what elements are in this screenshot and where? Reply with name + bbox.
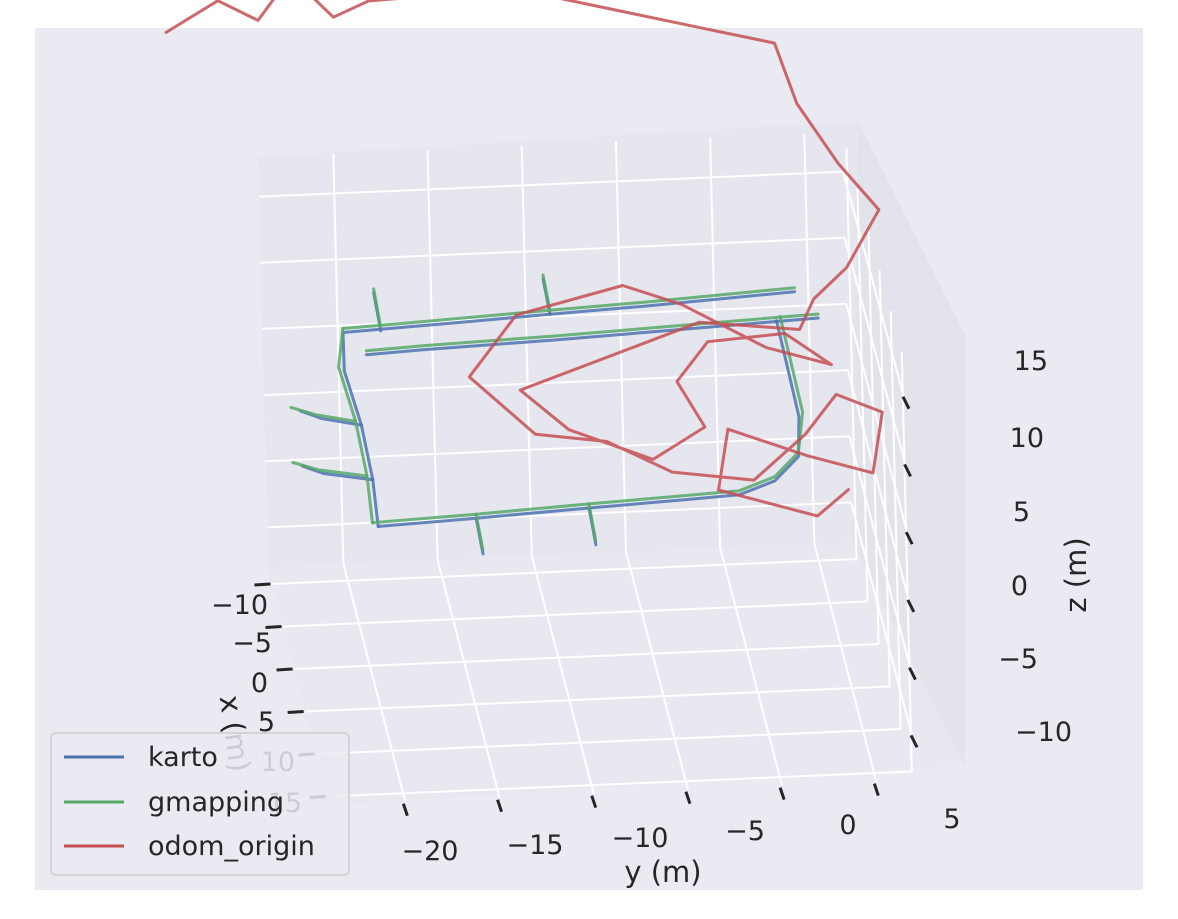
series-gmapping-segment-0 (341, 286, 796, 330)
z-tick-3 (904, 531, 914, 545)
grid-floor-x-4 (316, 728, 901, 755)
x-tick-1 (265, 625, 282, 629)
series-gmapping-segment-3 (289, 405, 358, 423)
grid-back-y-4 (709, 137, 722, 548)
series-karto-segment-0 (341, 290, 797, 334)
grid-side-z-5 (842, 171, 906, 401)
grid-back-z-0 (266, 501, 852, 529)
y-tick-0 (401, 803, 409, 817)
legend-label-odom-origin: odom_origin (148, 831, 315, 862)
legend-label-gmapping: gmapping (148, 787, 284, 818)
z-tick-0 (909, 734, 919, 749)
x-tick-label-0: −10 (211, 590, 268, 621)
grid-back-z-5 (258, 170, 844, 198)
z-tick-label-0: −10 (1015, 717, 1072, 748)
grid-floor-y-3 (624, 551, 689, 790)
trajectories (164, 0, 884, 556)
y-tick-5 (872, 783, 880, 797)
z-tick-label-3: 5 (1013, 497, 1030, 528)
series-gmapping-segment-8 (541, 273, 552, 312)
z-tick-label-4: 10 (1010, 423, 1044, 454)
x-tick-label-2: 0 (251, 668, 268, 699)
legend: karto gmapping odom_origin (50, 732, 350, 876)
z-tick-label-2: 0 (1011, 571, 1028, 602)
z-tick-4 (903, 463, 912, 478)
grid-floor-y-4 (719, 547, 784, 786)
series-gmapping-segment-2 (370, 314, 805, 525)
grid-side-z-1 (848, 435, 913, 672)
floor-pane (268, 542, 965, 805)
back-pane (258, 121, 858, 567)
y-tick-label-3: −5 (725, 816, 765, 847)
grid-lines (258, 133, 914, 803)
grid-back-y-5 (803, 133, 816, 544)
grid-floor-x-5 (327, 770, 912, 798)
grid-back-z-4 (260, 236, 845, 264)
grid-back-y-3 (614, 141, 627, 552)
x-tick-label-3: 5 (258, 707, 275, 738)
series-gmapping-segment-7 (372, 287, 383, 329)
series-gmapping-segment-6 (587, 502, 598, 543)
grid-floor-y-1 (436, 559, 501, 798)
y-tick-label-2: −10 (612, 823, 669, 854)
y-axis-label: y (m) (624, 855, 701, 889)
grid-side-x-0 (845, 148, 858, 560)
grid-back-z-2 (263, 369, 848, 397)
y-tick-4 (778, 787, 786, 801)
grid-floor-x-0 (272, 558, 857, 585)
y-tick-label-1: −15 (507, 830, 564, 861)
series-gmapping-segment-5 (474, 512, 485, 552)
grid-back-y-1 (426, 149, 439, 560)
z-tick-1 (908, 666, 917, 681)
grid-side-x-2 (867, 229, 880, 645)
y-tick-label-0: −20 (402, 836, 459, 867)
z-axis-label: z (m) (1059, 537, 1093, 612)
series-gmapping-segment-4 (291, 461, 369, 478)
grid-side-z-0 (850, 502, 914, 740)
grid-side-z-2 (846, 369, 911, 605)
z-tick-label-1: −5 (998, 644, 1038, 675)
z-tick-5 (901, 395, 911, 410)
series-odom-origin-segment-0 (164, 0, 884, 518)
grid-floor-x-2 (294, 643, 879, 670)
grid-side-x-4 (889, 311, 902, 730)
y-tick-2 (590, 795, 598, 809)
y-tick-label-4: 0 (839, 810, 856, 841)
x-tick-label-1: −5 (232, 628, 272, 659)
grid-side-x-3 (878, 270, 891, 687)
z-tick-label-5: 15 (1014, 346, 1048, 377)
grid-side-x-1 (856, 188, 869, 602)
series-karto-segment-2 (376, 319, 801, 528)
grid-back-y-2 (520, 145, 533, 556)
grid-floor-y-0 (342, 563, 407, 803)
grid-floor-x-3 (305, 685, 890, 713)
x-tick-2 (276, 667, 293, 672)
grid-back-z-3 (262, 302, 847, 330)
grid-floor-y-5 (813, 543, 878, 782)
grid-floor-x-1 (283, 600, 868, 628)
series-gmapping-segment-9 (364, 312, 820, 353)
grid-side-z-3 (845, 303, 910, 537)
grid-side-z-4 (843, 237, 908, 469)
y-tick-1 (496, 799, 503, 813)
x-tick-0 (254, 582, 271, 587)
legend-label-karto: karto (148, 742, 218, 773)
grid-floor-y-2 (530, 555, 595, 794)
z-tick-2 (906, 599, 916, 613)
grid-side-x-5 (900, 351, 913, 772)
y-tick-3 (684, 791, 692, 805)
y-tick-label-5: 5 (943, 804, 960, 835)
legend-box (50, 732, 350, 876)
x-tick-3 (287, 710, 304, 714)
